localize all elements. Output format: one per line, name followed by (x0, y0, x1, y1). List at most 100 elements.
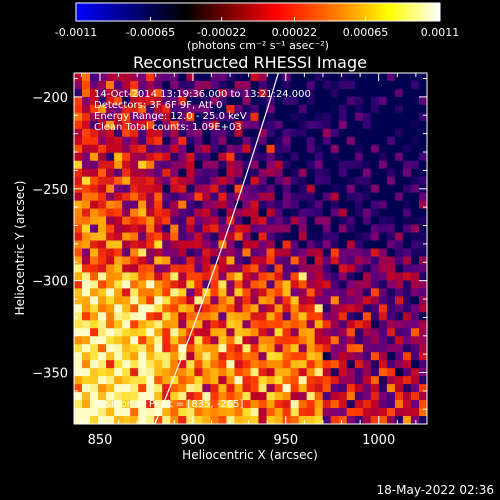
heatmap-cell (226, 288, 236, 297)
heatmap-cell (186, 184, 195, 194)
heatmap-cell (354, 408, 364, 417)
heatmap-cell (162, 160, 171, 170)
heatmap-cell (82, 80, 91, 90)
heatmap-cell (226, 168, 236, 178)
heatmap-cell (146, 376, 155, 385)
heatmap-cell (154, 296, 163, 305)
heatmap-cell (354, 192, 364, 202)
heatmap-cell (202, 288, 211, 297)
heatmap-cell (90, 368, 99, 377)
heatmap-cell (218, 256, 228, 266)
heatmap-cell (114, 176, 123, 186)
heatmap-cell (290, 304, 300, 313)
heatmap-cell (290, 176, 300, 186)
heatmap-cell (266, 376, 276, 385)
heatmap-cell (122, 256, 131, 266)
heatmap-cell (146, 160, 155, 170)
heatmap-cell (266, 256, 276, 266)
heatmap-cell (114, 248, 123, 258)
heatmap-cell (90, 296, 99, 305)
heatmap-cell (314, 336, 324, 345)
heatmap-cell (138, 336, 147, 345)
heatmap-cell (194, 112, 203, 122)
heatmap-cell (258, 144, 268, 154)
heatmap-cell (330, 176, 340, 186)
heatmap-cell (90, 264, 99, 274)
heatmap-cell (410, 272, 420, 282)
heatmap-cell (210, 192, 220, 202)
heatmap-cell (418, 312, 427, 321)
heatmap-cell (170, 192, 179, 202)
heatmap-cell (178, 336, 187, 345)
heatmap-cell (106, 296, 115, 305)
heatmap-cell (90, 272, 99, 282)
heatmap-cell (322, 224, 332, 234)
heatmap-cell (106, 384, 115, 393)
heatmap-cell (314, 384, 324, 393)
heatmap-cell (410, 312, 420, 321)
heatmap-cell (362, 376, 372, 385)
heatmap-cell (98, 288, 107, 297)
heatmap-cell (314, 256, 324, 266)
heatmap-cell (378, 73, 388, 82)
heatmap-cell (242, 88, 252, 98)
heatmap-cell (282, 216, 292, 226)
heatmap-cell (210, 120, 220, 130)
heatmap-cell (242, 96, 252, 106)
heatmap-cell (122, 344, 131, 353)
heatmap-cell (194, 248, 203, 258)
heatmap-cell (402, 248, 412, 258)
heatmap-cell (274, 80, 284, 90)
heatmap-cell (370, 136, 380, 146)
y-tick-label: −350 (32, 367, 68, 382)
heatmap-cell (274, 400, 284, 409)
heatmap-cell (154, 112, 163, 122)
heatmap-cell (226, 120, 236, 130)
heatmap-cell (154, 384, 163, 393)
heatmap-cell (314, 312, 324, 321)
heatmap-cell (298, 392, 308, 401)
heatmap-cell (266, 416, 276, 424)
heatmap-cell (346, 248, 356, 258)
heatmap-cell (186, 152, 195, 162)
heatmap-cell (154, 120, 163, 130)
heatmap-cell (290, 104, 300, 114)
heatmap-cell (154, 184, 163, 194)
heatmap-cell (130, 224, 139, 234)
heatmap-cell (410, 112, 420, 122)
heatmap-cell (378, 400, 388, 409)
heatmap-cell (242, 120, 252, 130)
heatmap-cell (162, 312, 171, 321)
heatmap-cell (130, 152, 139, 162)
heatmap-cell (354, 120, 364, 130)
heatmap-cell (194, 272, 203, 282)
heatmap-cell (298, 240, 308, 250)
heatmap-cell (274, 336, 284, 345)
heatmap-cell (82, 208, 91, 218)
heatmap-cell (178, 328, 187, 337)
heatmap-cell (250, 160, 260, 170)
heatmap-cell (242, 136, 252, 146)
heatmap-cell (402, 112, 412, 122)
heatmap-cell (378, 144, 388, 154)
heatmap-cell (378, 408, 388, 417)
heatmap-cell (362, 320, 372, 329)
heatmap-cell (274, 256, 284, 266)
heatmap-cell (218, 112, 228, 122)
heatmap-cell (138, 232, 147, 242)
annotation-line: Energy Range: 12.0 - 25.0 keV (94, 111, 247, 122)
heatmap-cell (274, 392, 284, 401)
heatmap-cell (154, 176, 163, 186)
heatmap-cell (338, 264, 348, 274)
heatmap-cell (282, 96, 292, 106)
heatmap-cell (82, 232, 91, 242)
heatmap-cell (74, 408, 83, 417)
heatmap-cell (378, 200, 388, 210)
heatmap-cell (274, 88, 284, 98)
heatmap-cell (298, 288, 308, 297)
heatmap-cell (362, 416, 372, 424)
heatmap-cell (226, 408, 236, 417)
y-tick-label: −250 (32, 183, 68, 198)
heatmap-cell (106, 344, 115, 353)
heatmap-cell (186, 312, 195, 321)
